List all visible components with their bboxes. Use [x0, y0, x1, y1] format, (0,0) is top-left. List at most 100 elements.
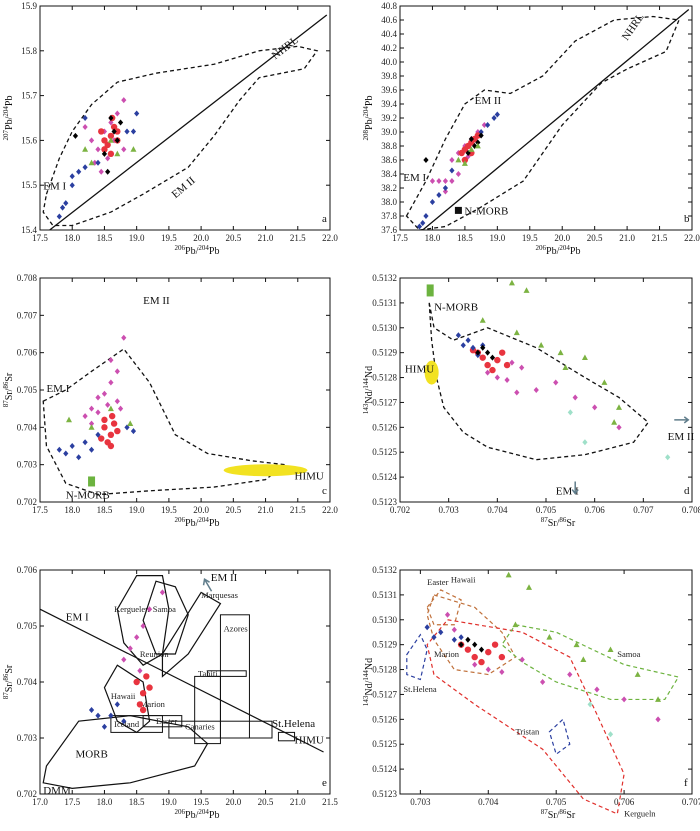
- data-point: [111, 128, 117, 135]
- data-point: [101, 723, 108, 730]
- x-axis-label: 206Pb/204Pb: [536, 244, 581, 257]
- x-tick-label: 18.0: [64, 505, 80, 515]
- y-tick-label: 39.2: [381, 113, 397, 123]
- label-kerguelen: Kerguelen: [114, 604, 150, 614]
- data-point: [82, 413, 88, 420]
- data-point: [88, 707, 95, 713]
- label-dmm: DMM: [43, 785, 71, 797]
- label-nmorb: N-MORB: [464, 205, 508, 217]
- data-point: [140, 623, 146, 629]
- data-point: [146, 606, 153, 613]
- data-point: [509, 359, 515, 366]
- y-tick-label: 0.705: [17, 385, 38, 395]
- data-point: [494, 111, 500, 118]
- label-tahiti: Tahiti: [198, 668, 218, 678]
- panel-letter: e: [322, 777, 327, 789]
- x-tick-label: 21.0: [258, 505, 274, 515]
- x-tick-label: 0.708: [682, 505, 700, 515]
- data-point: [105, 155, 111, 162]
- y-tick-label: 0.5129: [372, 640, 397, 650]
- x-tick-label: 21.5: [290, 233, 306, 243]
- panel-letter: b: [684, 213, 690, 225]
- data-point: [108, 357, 114, 364]
- data-point: [82, 146, 89, 152]
- data-point: [101, 137, 108, 144]
- x-tick-label: 22.0: [322, 505, 338, 515]
- y-tick-label: 0.5125: [372, 739, 397, 749]
- y-tick-label: 15.9: [21, 1, 37, 11]
- data-point: [95, 159, 101, 166]
- label-easter: Easter: [427, 577, 448, 587]
- label-em2: EM II: [475, 95, 502, 107]
- y-tick-label: 37.8: [381, 211, 397, 221]
- data-point: [136, 701, 144, 708]
- data-point: [503, 361, 511, 369]
- data-point: [114, 150, 121, 157]
- data-point: [436, 178, 442, 184]
- data-point: [88, 420, 95, 427]
- data-point: [56, 213, 62, 220]
- y-tick-label: 0.5123: [372, 497, 397, 507]
- y-tick-label: 0.5128: [372, 373, 397, 383]
- data-point: [416, 223, 423, 230]
- data-point: [98, 168, 104, 175]
- y-tick-label: 40.2: [381, 43, 397, 53]
- data-point: [655, 716, 661, 723]
- data-point: [573, 641, 580, 648]
- y-tick-label: 0.702: [17, 789, 37, 799]
- label-himu: HIMU: [295, 735, 324, 747]
- data-point: [465, 337, 471, 344]
- series-2: [56, 424, 137, 461]
- data-point: [451, 626, 457, 633]
- kerguelen-field: [116, 574, 170, 666]
- series-0: [121, 589, 166, 674]
- data-point: [616, 424, 622, 431]
- label-nhrl: NHRL: [270, 34, 301, 62]
- series-2: [455, 332, 486, 359]
- panel-f: 0.703 0.704 0.705 0.706 0.707 0.5123 0.5124 0.5…: [362, 565, 700, 821]
- data-point: [82, 439, 88, 446]
- himu-ellipse: [223, 464, 308, 477]
- data-point: [451, 636, 457, 643]
- series-3: [72, 115, 124, 175]
- data-point: [114, 137, 120, 144]
- data-point: [69, 443, 75, 449]
- y-tick-label: 0.5130: [372, 615, 397, 625]
- series-3: [66, 405, 134, 430]
- data-point: [471, 653, 478, 661]
- kerguelen-field: [426, 619, 625, 815]
- label-marion: Marion: [434, 649, 460, 659]
- data-point: [429, 199, 436, 205]
- data-point: [499, 349, 506, 356]
- label-em2: EM II: [668, 431, 695, 443]
- series-1: [469, 346, 511, 374]
- y-tick-label: 0.704: [17, 422, 38, 432]
- y-tick-label: 0.702: [17, 497, 37, 507]
- x-tick-label: 18.0: [64, 233, 80, 243]
- data-point: [472, 661, 478, 668]
- plot-frame: [399, 569, 693, 795]
- y-tick-label: 15.8: [21, 46, 37, 56]
- x-tick-label: 0.706: [585, 505, 606, 515]
- y-tick-label: 0.703: [17, 733, 38, 743]
- y-tick-label: 0.5127: [372, 689, 397, 699]
- data-point: [514, 389, 520, 396]
- data-point: [114, 701, 120, 708]
- y-tick-label: 0.5131: [372, 590, 397, 600]
- data-point: [485, 369, 491, 376]
- label-easter: Easter: [156, 716, 177, 726]
- x-tick-label: 0.703: [439, 505, 460, 515]
- x-tick-label: 0.702: [390, 505, 410, 515]
- series-3: [423, 132, 484, 163]
- data-point: [485, 666, 491, 673]
- y-tick-label: 15.4: [21, 225, 37, 235]
- y-tick-label: 15.5: [21, 180, 37, 190]
- data-point: [526, 584, 533, 590]
- x-tick-label: 22.0: [684, 233, 700, 243]
- data-point: [63, 450, 69, 457]
- data-point: [472, 641, 478, 648]
- data-point: [101, 424, 108, 431]
- data-point: [601, 379, 608, 385]
- data-point: [461, 156, 469, 164]
